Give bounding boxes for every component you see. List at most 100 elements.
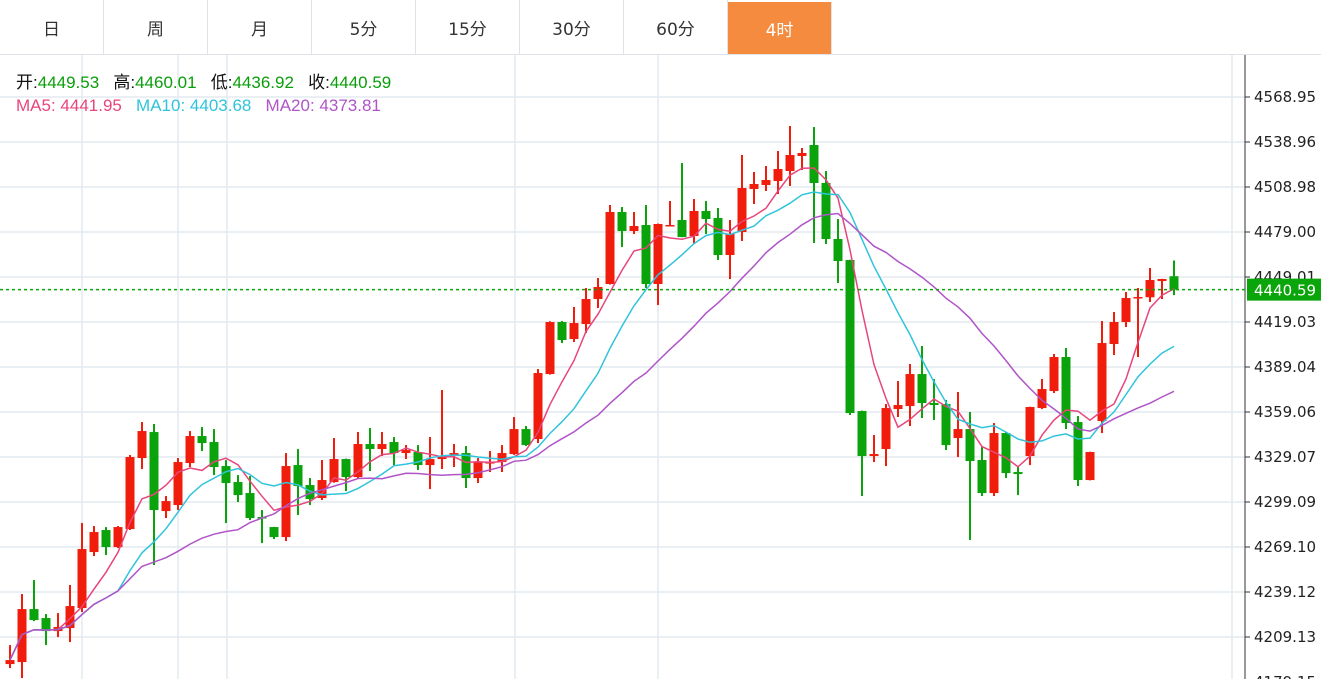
candle-body bbox=[113, 527, 123, 548]
candle-body bbox=[305, 485, 315, 500]
y-axis-tick-label: 4389.04 bbox=[1254, 358, 1316, 376]
candle-body bbox=[1085, 452, 1095, 481]
y-axis-tick-label: 4239.12 bbox=[1254, 583, 1316, 601]
candle-body bbox=[593, 287, 603, 300]
ma10-value: 4403.68 bbox=[189, 96, 252, 115]
candle-body bbox=[161, 501, 171, 512]
tab-15min[interactable]: 15分 bbox=[416, 0, 520, 54]
low-value: 4436.92 bbox=[232, 73, 294, 92]
ma10-line bbox=[9, 191, 1175, 661]
tab-60min[interactable]: 60分 bbox=[624, 0, 728, 54]
candle-body bbox=[557, 322, 567, 341]
candle-body bbox=[941, 404, 951, 446]
y-axis-tick-label: 4209.13 bbox=[1254, 628, 1316, 646]
candle-body bbox=[41, 618, 51, 632]
candle-body bbox=[149, 432, 159, 511]
candle-body bbox=[1037, 389, 1047, 409]
y-axis-tick-label: 4568.95 bbox=[1254, 88, 1316, 106]
candle-body bbox=[953, 429, 963, 439]
candle-body bbox=[1133, 297, 1143, 299]
candle-body bbox=[761, 180, 771, 186]
candle-body bbox=[101, 530, 111, 548]
candle-body bbox=[425, 459, 435, 466]
candle-body bbox=[1001, 433, 1011, 474]
candle-body bbox=[893, 405, 903, 410]
y-axis-tick-label: 4359.06 bbox=[1254, 403, 1316, 421]
ma5-value: 4441.95 bbox=[60, 96, 122, 115]
candle-body bbox=[821, 183, 831, 240]
candle-body bbox=[1145, 280, 1155, 298]
tab-day[interactable]: 日 bbox=[0, 0, 104, 54]
ma5-label: MA5: bbox=[16, 96, 56, 115]
candle-body bbox=[341, 459, 351, 478]
candle-body bbox=[209, 442, 219, 468]
candle-body bbox=[389, 442, 399, 454]
ma20-value: 4373.81 bbox=[319, 96, 381, 115]
candle-body bbox=[509, 429, 519, 455]
candle-body bbox=[233, 482, 243, 496]
high-value: 4460.01 bbox=[135, 73, 197, 92]
candle-body bbox=[773, 169, 783, 182]
candle-body bbox=[749, 184, 759, 190]
candle-body bbox=[617, 212, 627, 232]
candle-body bbox=[1073, 422, 1083, 481]
open-label: 开: bbox=[16, 73, 38, 92]
candle-body bbox=[1169, 276, 1179, 290]
candle-body bbox=[413, 452, 423, 466]
candle-body bbox=[689, 211, 699, 237]
candle-body bbox=[65, 606, 75, 629]
candle-body bbox=[869, 454, 879, 457]
candle-body bbox=[521, 429, 531, 446]
y-axis-tick-label: 4179.15 bbox=[1254, 673, 1316, 679]
candle-body bbox=[929, 403, 939, 406]
last-price-badge bbox=[1247, 278, 1321, 301]
candle-body bbox=[533, 373, 543, 440]
ma20-line bbox=[9, 212, 1175, 661]
candle-body bbox=[629, 226, 639, 232]
candle-body bbox=[1013, 472, 1023, 475]
candle-body bbox=[785, 155, 795, 172]
candle-body bbox=[281, 466, 291, 538]
last-price-label: 4440.59 bbox=[1254, 282, 1316, 300]
candle-body bbox=[185, 436, 195, 464]
candle-body bbox=[365, 444, 375, 450]
candle-body bbox=[329, 459, 339, 483]
y-axis-tick-label: 4329.07 bbox=[1254, 448, 1316, 466]
candle-body bbox=[917, 374, 927, 404]
candle-body bbox=[1157, 279, 1167, 282]
candle-body bbox=[473, 462, 483, 479]
candle-body bbox=[173, 462, 183, 506]
candle-body bbox=[1061, 357, 1071, 424]
candle-body bbox=[353, 444, 363, 478]
candle-body bbox=[737, 188, 747, 233]
tab-week[interactable]: 周 bbox=[104, 0, 208, 54]
candle-body bbox=[569, 323, 579, 340]
tab-30min[interactable]: 30分 bbox=[520, 0, 624, 54]
candle-body bbox=[5, 660, 15, 665]
candle-body bbox=[269, 527, 279, 538]
candle-body bbox=[677, 220, 687, 238]
candle-body bbox=[713, 218, 723, 256]
close-value: 4440.59 bbox=[329, 73, 392, 92]
y-axis-tick-label: 4269.10 bbox=[1254, 538, 1316, 556]
candle-body bbox=[977, 460, 987, 494]
ma-legend: MA5: 4441.95 MA10: 4403.68 MA20: 4373.81 bbox=[16, 96, 381, 116]
candle-body bbox=[197, 436, 207, 444]
period-tabs: 日 周 月 5分 15分 30分 60分 4时 bbox=[0, 0, 1321, 55]
candle-body bbox=[1025, 407, 1035, 457]
y-axis-tick-label: 4508.98 bbox=[1254, 178, 1316, 196]
tab-month[interactable]: 月 bbox=[208, 0, 312, 54]
candle-body bbox=[497, 453, 507, 463]
candle-body bbox=[665, 225, 675, 227]
candle-body bbox=[881, 408, 891, 450]
candle-body bbox=[461, 453, 471, 479]
open-value: 4449.53 bbox=[37, 73, 100, 92]
candle-body bbox=[125, 457, 135, 530]
tab-4hour[interactable]: 4时 bbox=[728, 2, 832, 54]
candle-body bbox=[29, 609, 39, 621]
tab-5min[interactable]: 5分 bbox=[312, 0, 416, 54]
candle-body bbox=[401, 450, 411, 454]
candle-body bbox=[701, 211, 711, 220]
candle-body bbox=[653, 224, 663, 285]
